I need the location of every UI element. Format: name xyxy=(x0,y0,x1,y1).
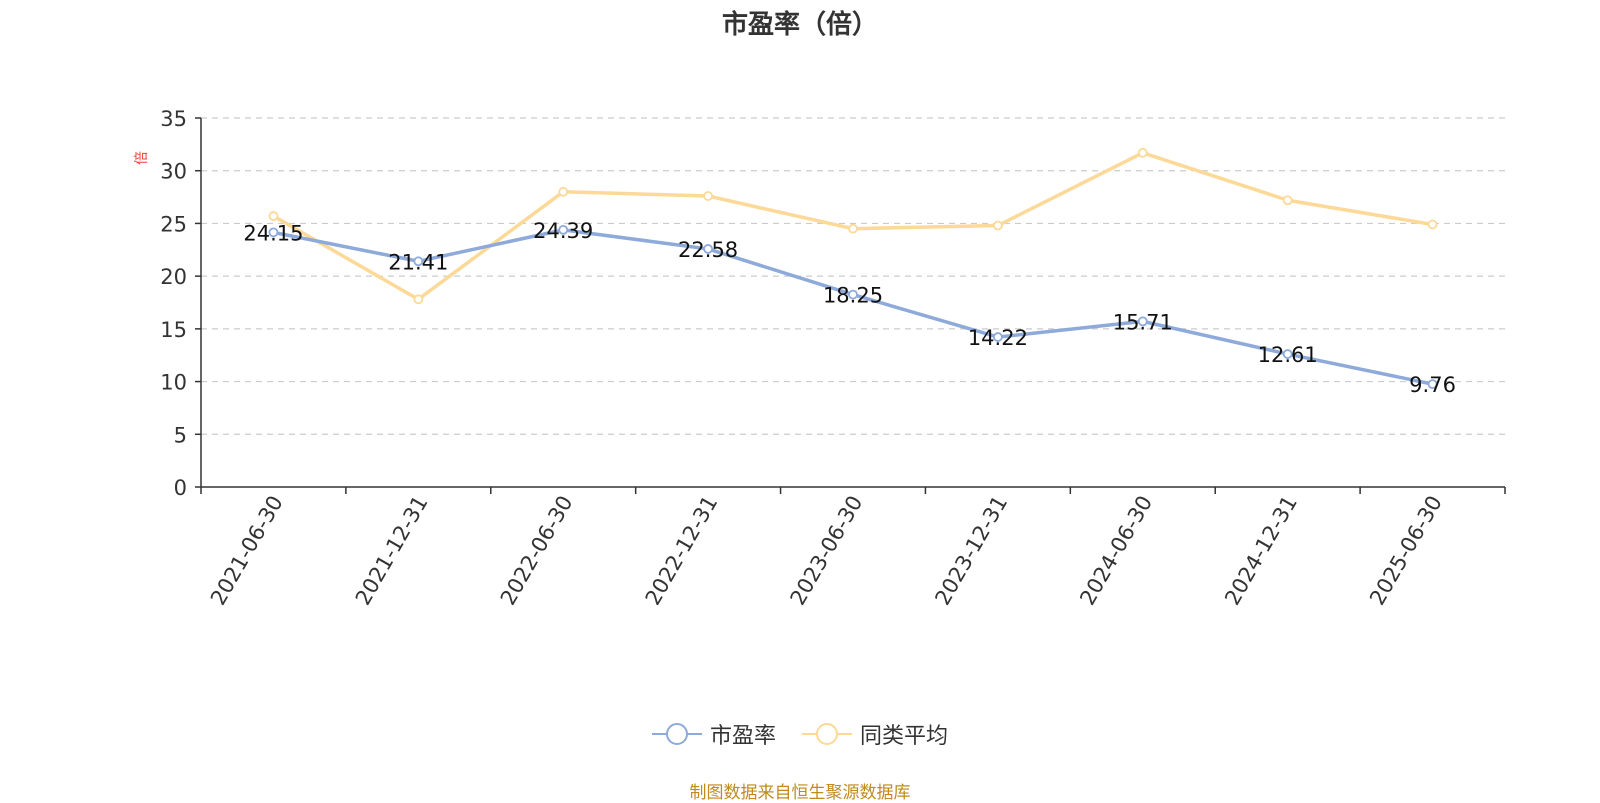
grid-lines xyxy=(201,117,1505,435)
x-tick-label: 2024-06-30 xyxy=(1075,492,1157,610)
data-point-1 xyxy=(1282,195,1293,206)
data-label: 14.22 xyxy=(968,326,1028,350)
x-tick-label: 2021-12-31 xyxy=(351,492,433,610)
data-point-0 xyxy=(848,289,858,300)
data-label: 24.15 xyxy=(243,221,303,245)
data-label: 22.58 xyxy=(678,238,738,262)
data-point-1 xyxy=(558,186,569,197)
x-tick-label: 2024-12-31 xyxy=(1220,492,1302,610)
data-label: 18.25 xyxy=(823,284,883,308)
data-label: 15.71 xyxy=(1113,310,1173,334)
legend: 市盈率 同类平均 xyxy=(0,718,1600,750)
y-axis-label: 倍 xyxy=(134,151,150,165)
y-tick-label: 35 xyxy=(160,107,187,131)
legend-marker-pe-icon xyxy=(651,722,702,746)
y-tick-label: 10 xyxy=(160,371,187,395)
data-labels: 24.15 21.41 24.39 22.58 18.25 14.22 15.71 12.61… xyxy=(243,219,1456,397)
data-point-0 xyxy=(558,224,569,235)
legend-item-pe[interactable]: 市盈率 xyxy=(651,718,776,750)
data-point-0 xyxy=(268,227,279,238)
legend-marker-peer-avg-icon xyxy=(802,722,852,746)
legend-label-peer-avg: 同类平均 xyxy=(860,724,949,749)
data-point-1 xyxy=(992,220,1003,231)
x-tick-label: 2022-06-30 xyxy=(496,492,578,610)
data-label: 21.41 xyxy=(388,250,448,274)
x-tick-label: 2021-06-30 xyxy=(206,492,288,610)
x-tick-label: 2023-06-30 xyxy=(786,492,868,610)
data-point-0 xyxy=(992,332,1003,342)
x-tick-label: 2022-12-31 xyxy=(641,492,723,610)
y-tick-label: 25 xyxy=(160,212,187,236)
data-point-1 xyxy=(268,211,279,221)
data-point-0 xyxy=(1427,379,1438,390)
data-label: 24.39 xyxy=(533,219,593,243)
data-label: 12.61 xyxy=(1258,343,1318,367)
legend-label-pe: 市盈率 xyxy=(709,724,776,749)
x-tick-label: 2025-06-30 xyxy=(1365,492,1447,610)
data-point-1 xyxy=(1427,219,1438,230)
data-label: 9.76 xyxy=(1409,373,1456,397)
series-lines xyxy=(268,147,1438,390)
chart-title: 市盈率（倍） xyxy=(721,10,878,40)
y-tick-label: 5 xyxy=(174,423,187,447)
data-point-1 xyxy=(413,294,424,305)
y-tick-label: 30 xyxy=(160,160,187,184)
data-point-1 xyxy=(848,223,858,234)
y-tick-label: 15 xyxy=(160,318,187,342)
data-point-0 xyxy=(703,244,714,254)
data-point-0 xyxy=(1282,349,1293,359)
x-tick-label: 2023-12-31 xyxy=(930,492,1012,610)
data-point-0 xyxy=(1137,316,1148,327)
data-point-1 xyxy=(703,191,714,201)
y-tick-label: 0 xyxy=(174,476,187,500)
data-point-0 xyxy=(413,256,424,267)
data-point-1 xyxy=(1137,147,1148,158)
source-note: 制图数据来自恒生聚源数据库 xyxy=(689,783,911,803)
y-tick-label: 20 xyxy=(160,265,187,289)
legend-item-peer-avg[interactable]: 同类平均 xyxy=(802,718,948,750)
